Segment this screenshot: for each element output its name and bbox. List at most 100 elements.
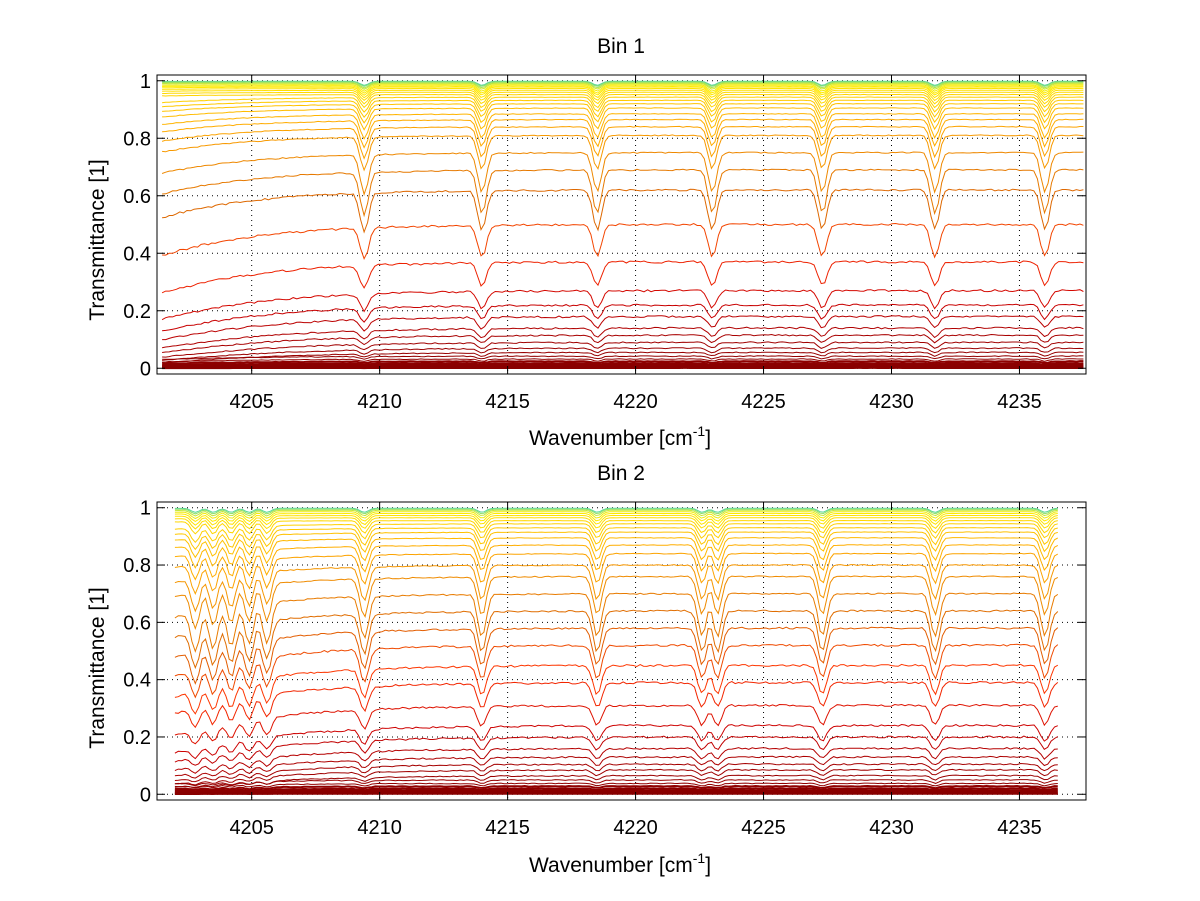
series-line xyxy=(174,508,1058,515)
series-line xyxy=(174,663,1059,715)
series-line xyxy=(174,768,1058,786)
series-line xyxy=(174,537,1059,569)
series-line xyxy=(161,151,1084,197)
series-line xyxy=(162,168,1084,218)
series-line xyxy=(174,789,1058,794)
series-line xyxy=(161,289,1084,321)
series-line xyxy=(162,315,1084,341)
series-line xyxy=(161,326,1084,349)
y-tick-label: 0.4 xyxy=(123,243,151,265)
series-lines xyxy=(161,80,1084,370)
series-line xyxy=(162,358,1084,363)
chart-panel-bin-2: Bin 2 4205 4210 4215 4220 4225 4230 4235 0 0.2 0.… xyxy=(86,462,1087,877)
series-line xyxy=(162,83,1084,90)
series-line xyxy=(161,260,1084,294)
series-line xyxy=(174,782,1058,789)
chart-panel-bin-1: Bin 1 4205 4210 4215 4220 4225 4230 4235 0 0.2 0.… xyxy=(86,35,1087,450)
series-line xyxy=(174,564,1059,613)
x-tick-label: 4230 xyxy=(869,391,914,413)
series-line xyxy=(174,723,1058,760)
series-line xyxy=(162,188,1084,234)
y-tick-label: 0.8 xyxy=(123,128,151,150)
series-line xyxy=(174,778,1058,787)
y-tick-label: 1 xyxy=(140,71,151,93)
series-line xyxy=(174,507,1058,513)
series-line xyxy=(162,86,1084,96)
series-line xyxy=(162,360,1084,365)
series-line xyxy=(174,512,1058,522)
y-tick-label: 0.8 xyxy=(123,555,151,577)
x-tick-label: 4215 xyxy=(485,817,530,839)
series-line xyxy=(162,341,1084,358)
series-line xyxy=(174,762,1058,783)
x-tick-label: 4225 xyxy=(741,817,786,839)
series-line xyxy=(174,552,1059,595)
x-axis-label: Wavenumber [cm-1] xyxy=(529,423,711,450)
series-line xyxy=(162,82,1084,89)
series-line xyxy=(162,112,1084,140)
series-line xyxy=(162,118,1084,149)
x-tick-label: 4225 xyxy=(741,391,786,413)
series-line xyxy=(174,511,1058,520)
x-tick-label: 4235 xyxy=(997,817,1042,839)
series-line xyxy=(162,351,1084,363)
series-line xyxy=(162,80,1084,86)
series-line xyxy=(174,575,1059,631)
y-tick-label: 0 xyxy=(140,784,151,806)
series-line xyxy=(162,81,1084,87)
series-line xyxy=(174,747,1058,774)
series-line xyxy=(162,91,1084,105)
series-line xyxy=(174,735,1059,766)
series-lines xyxy=(174,507,1059,796)
series-line xyxy=(162,85,1084,94)
series-line xyxy=(162,362,1084,366)
y-axis-label: Transmittance [1] xyxy=(86,587,109,748)
series-line xyxy=(174,527,1058,551)
series-line xyxy=(174,531,1058,559)
series-line xyxy=(174,592,1059,653)
series-line xyxy=(162,355,1084,360)
series-line xyxy=(174,626,1059,685)
axes-box xyxy=(156,501,1087,801)
series-line xyxy=(162,303,1084,332)
series-line xyxy=(174,609,1059,670)
series-line xyxy=(174,514,1058,526)
x-tick-label: 4230 xyxy=(869,817,914,839)
series-line xyxy=(162,84,1084,92)
series-line xyxy=(162,93,1084,109)
axes-box xyxy=(156,74,1087,375)
series-line xyxy=(162,89,1084,102)
y-tick-label: 0.2 xyxy=(123,301,151,323)
series-line xyxy=(162,222,1084,260)
x-tick-label: 4205 xyxy=(229,391,274,413)
y-tick-label: 0.4 xyxy=(123,670,151,692)
y-tick-label: 0 xyxy=(140,358,151,380)
series-line xyxy=(174,517,1058,530)
series-line xyxy=(174,680,1059,729)
series-line xyxy=(174,544,1059,581)
axis-ticks: 4205 4210 4215 4220 4225 4230 4235 0 0.2 0.4 0.6 0.… xyxy=(123,71,1086,413)
series-line xyxy=(174,784,1058,791)
x-tick-label: 4215 xyxy=(485,391,530,413)
series-line xyxy=(162,107,1084,131)
chart-title: Bin 2 xyxy=(597,462,645,485)
y-tick-label: 0.6 xyxy=(123,186,151,208)
x-axis-label: Wavenumber [cm-1] xyxy=(529,850,711,877)
series-line xyxy=(174,509,1058,517)
y-tick-label: 1 xyxy=(140,498,151,520)
series-line xyxy=(162,347,1084,361)
y-axis-label: Transmittance [1] xyxy=(86,159,109,320)
series-line xyxy=(161,125,1084,160)
series-line xyxy=(174,787,1058,793)
series-line xyxy=(174,643,1059,699)
y-tick-label: 0.6 xyxy=(123,612,151,634)
series-line xyxy=(174,755,1058,779)
x-tick-label: 4205 xyxy=(229,817,274,839)
x-tick-label: 4210 xyxy=(357,817,402,839)
series-line xyxy=(162,333,1084,353)
series-line xyxy=(174,774,1058,788)
chart-title: Bin 1 xyxy=(597,35,645,58)
x-tick-label: 4235 xyxy=(997,391,1042,413)
series-line xyxy=(174,703,1058,745)
